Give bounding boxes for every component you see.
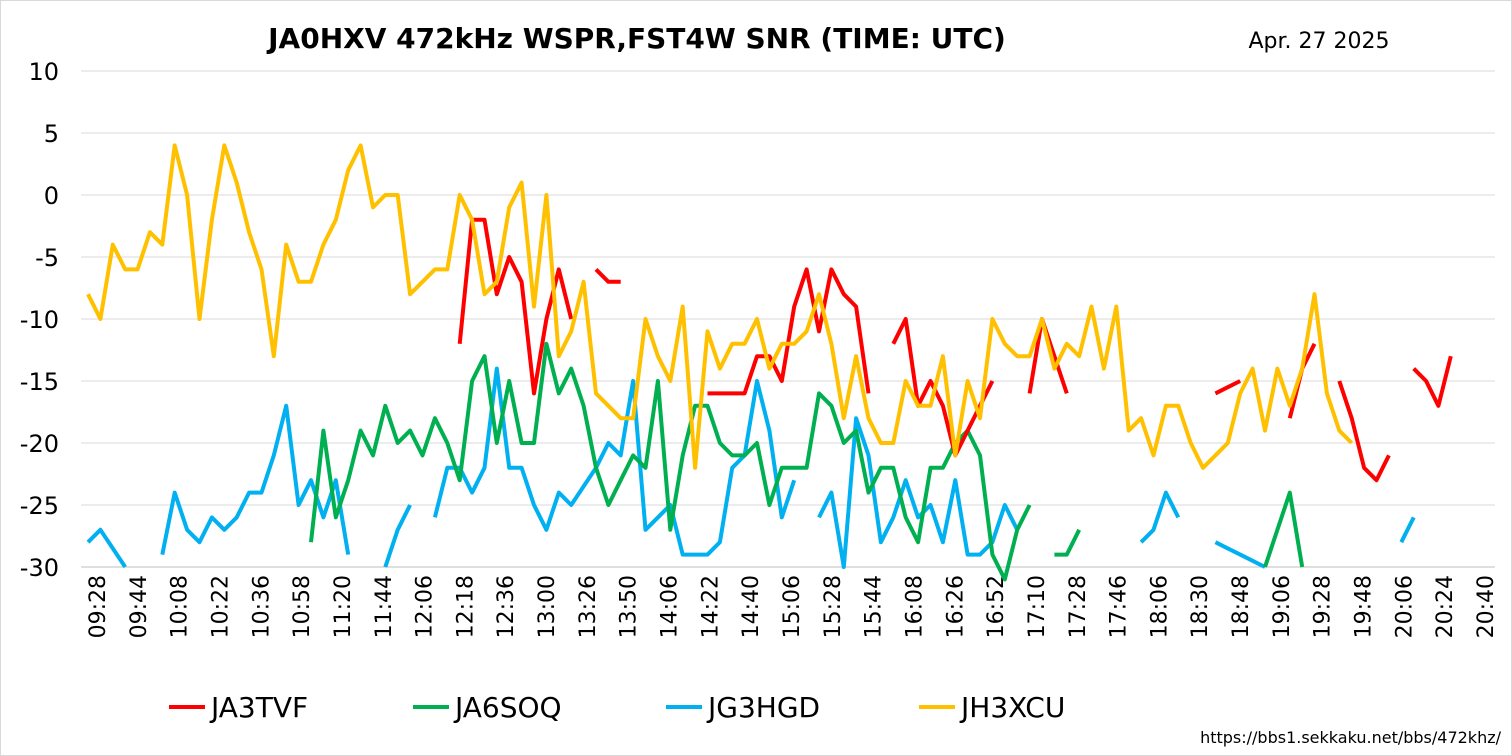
x-tick-label: 18:48: [1229, 575, 1254, 638]
series-line-segment: [160, 403, 351, 555]
x-tick-label: 11:44: [372, 575, 397, 638]
x-tick-label: 13:00: [535, 575, 560, 638]
x-axis-ticks: 09:28 09:44 10:08 10:22 10:36 10:58 11:20 11:44…: [86, 575, 1499, 638]
x-tick-label: 15:06: [780, 575, 805, 638]
x-tick-label: 12:06: [413, 575, 438, 638]
series-ja6soq: [309, 341, 1305, 582]
legend-label: JA3TVF: [209, 691, 308, 724]
x-tick-label: 20:40: [1474, 575, 1499, 638]
y-tick-label: -25: [20, 492, 59, 520]
grid-lines: [81, 70, 1495, 568]
series-line-segment: [594, 267, 621, 284]
series-jg3hgd: [86, 366, 1416, 569]
series-line-segment: [707, 267, 871, 396]
x-tick-label: 20:06: [1392, 575, 1417, 638]
x-tick-label: 17:10: [1025, 575, 1050, 638]
series-line-segment: [1337, 380, 1391, 483]
x-tick-label: 19:28: [1311, 575, 1336, 638]
x-tick-label: 13:50: [617, 575, 642, 638]
series-line-segment: [86, 143, 1354, 470]
x-tick-label: 12:18: [453, 575, 478, 638]
x-tick-label: 14:06: [658, 575, 683, 638]
x-tick-label: 14:22: [698, 575, 723, 638]
x-tick-label: 10:22: [208, 575, 233, 638]
x-tick-label: 18:30: [1188, 575, 1213, 638]
y-tick-label: -20: [20, 430, 59, 458]
x-tick-label: 16:08: [902, 575, 927, 638]
y-tick-label: -30: [20, 554, 59, 582]
x-tick-label: 14:40: [739, 575, 764, 638]
chart-date: Apr. 27 2025: [1248, 29, 1389, 54]
series-line-segment: [309, 341, 1032, 582]
series-jh3xcu: [86, 143, 1354, 470]
y-tick-label: -10: [20, 306, 59, 334]
x-tick-label: 19:06: [1270, 575, 1295, 638]
series-line-segment: [432, 366, 797, 557]
x-tick-label: 16:26: [943, 575, 968, 638]
x-tick-label: 19:48: [1352, 575, 1377, 638]
y-tick-label: -5: [35, 244, 59, 272]
x-tick-label: 11:20: [331, 575, 356, 638]
x-tick-label: 09:28: [86, 575, 111, 638]
series-line-segment: [817, 416, 1019, 569]
series-line-segment: [1263, 490, 1305, 568]
source-url[interactable]: https://bbs1.sekkaku.net/bbs/472khz/: [1200, 728, 1502, 747]
y-axis-ticks: 10 5 0 -5 -10 -15 -20 -25 -30: [20, 58, 59, 582]
chart-title: JA0HXV 472kHz WSPR,FST4W SNR (TIME: UTC): [266, 22, 1006, 55]
x-tick-label: 15:28: [821, 575, 846, 638]
y-tick-label: 0: [44, 182, 59, 210]
x-tick-label: 10:58: [290, 575, 315, 638]
x-tick-label: 10:08: [168, 575, 193, 638]
x-tick-label: 17:28: [1066, 575, 1091, 638]
y-tick-label: 10: [28, 58, 59, 86]
legend-label: JA6SOQ: [453, 691, 562, 724]
x-tick-label: 17:46: [1107, 575, 1132, 638]
legend-label: JH3XCU: [959, 691, 1065, 724]
y-tick-label: -15: [20, 368, 59, 396]
series-line-segment: [1139, 490, 1181, 544]
x-tick-label: 18:06: [1147, 575, 1172, 638]
x-tick-label: 09:44: [127, 575, 152, 638]
series-line-segment: [891, 317, 995, 458]
x-tick-label: 12:36: [494, 575, 519, 638]
legend: JA3TVF JA6SOQ JG3HGD JH3XCU: [169, 691, 1065, 724]
x-tick-label: 20:24: [1433, 575, 1458, 638]
legend-label: JG3HGD: [706, 691, 820, 724]
series-line-segment: [1214, 540, 1266, 569]
series-line-segment: [1054, 528, 1081, 557]
y-tick-label: 5: [44, 120, 59, 148]
x-tick-label: 16:52: [984, 575, 1009, 638]
series-line-segment: [1214, 379, 1242, 396]
x-tick-label: 10:36: [249, 575, 274, 638]
x-tick-label: 13:26: [576, 575, 601, 638]
series-line-segment: [1399, 516, 1416, 544]
series-lines: [86, 143, 1453, 582]
series-line-segment: [1412, 355, 1453, 408]
series-line-segment: [86, 527, 127, 569]
series-line-segment: [383, 504, 412, 568]
x-tick-label: 15:44: [862, 575, 887, 638]
